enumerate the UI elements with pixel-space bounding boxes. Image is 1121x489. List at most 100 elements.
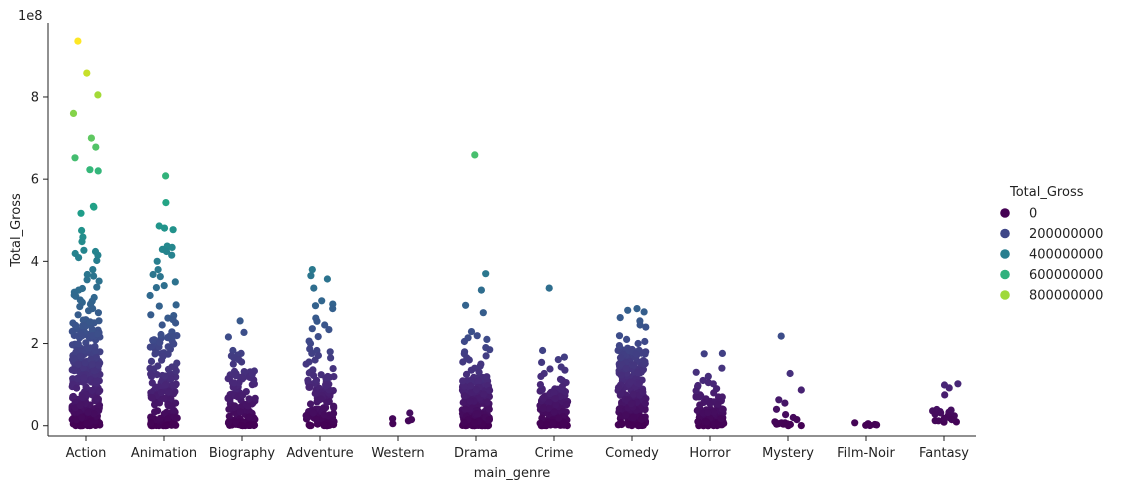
data-point-adventure [321,411,328,418]
data-point-biography [238,422,245,429]
data-point-adventure [313,318,320,325]
data-point-biography [249,371,256,378]
data-point-action [75,361,82,368]
data-point-animation [147,311,154,318]
data-point-action [71,154,78,161]
data-point-animation [148,358,155,365]
y-tick-label: 8 [31,90,39,105]
data-point-drama [483,352,490,359]
data-point-animation [149,395,156,402]
y-axis-label: Total_Gross [9,193,24,268]
data-point-animation [162,381,169,388]
data-point-animation [173,301,180,308]
data-point-animation [161,282,168,289]
data-point-animation [157,415,164,422]
y-offset-label: 1e8 [18,9,43,24]
data-point-biography [238,358,245,365]
data-point-comedy [617,354,624,361]
data-point-mystery [781,420,788,427]
data-point-mystery [771,418,778,425]
data-point-adventure [307,422,314,429]
data-point-horror [710,409,717,416]
data-point-biography [230,361,237,368]
x-tick-label: Crime [535,446,574,461]
data-point-crime [543,421,550,428]
data-point-drama [474,332,481,339]
data-point-adventure [320,421,327,428]
data-point-drama [467,382,474,389]
data-point-action [75,340,82,347]
data-point-comedy [617,314,624,321]
data-point-film-noir [873,421,880,428]
data-point-drama [475,378,482,385]
data-point-drama [483,336,490,343]
data-point-action [70,110,77,117]
legend-marker [1000,249,1010,259]
data-point-comedy [642,400,649,407]
data-point-action [88,387,95,394]
data-point-adventure [303,361,310,368]
data-point-drama [482,270,489,277]
data-point-biography [225,418,232,425]
data-point-comedy [627,378,634,385]
data-point-crime [560,420,567,427]
data-point-drama [474,410,481,417]
data-point-action [94,91,101,98]
data-point-adventure [303,412,310,419]
data-point-western [389,420,396,427]
data-point-adventure [330,410,337,417]
data-point-horror [706,400,713,407]
data-point-fantasy [941,415,948,422]
data-point-horror [710,389,717,396]
data-point-adventure [327,354,334,361]
data-point-adventure [309,266,316,273]
data-point-horror [703,418,710,425]
data-point-drama [486,416,493,423]
data-point-action [83,420,90,427]
data-point-action [93,257,100,264]
data-point-adventure [310,372,317,379]
data-point-animation [152,384,159,391]
data-point-drama [484,398,491,405]
data-point-drama [460,399,467,406]
data-point-animation [170,226,177,233]
data-point-comedy [622,411,629,418]
legend-marker [1000,208,1010,218]
data-point-crime [561,367,568,374]
data-point-drama [476,369,483,376]
data-point-drama [480,391,487,398]
data-point-action [95,362,102,369]
data-point-adventure [307,400,314,407]
data-point-comedy [618,421,625,428]
data-point-action [95,317,102,324]
data-point-comedy [630,414,637,421]
data-point-fantasy [932,411,939,418]
data-point-crime [559,383,566,390]
data-point-action [90,273,97,280]
data-point-drama [461,406,468,413]
data-point-drama [471,419,478,426]
data-point-animation [168,375,175,382]
data-point-comedy [634,369,641,376]
data-point-action [73,385,80,392]
data-point-animation [162,199,169,206]
data-point-adventure [312,390,319,397]
data-point-action [80,374,87,381]
x-tick-label: Biography [209,446,276,461]
data-point-biography [232,371,239,378]
y-ticks: 02468 [31,90,48,434]
data-point-drama [461,338,468,345]
data-point-mystery [778,333,785,340]
data-point-drama [486,387,493,394]
data-point-animation [172,382,179,389]
x-tick-label: Drama [454,446,498,461]
data-point-animation [172,278,179,285]
data-point-film-noir [866,422,873,429]
data-point-drama [467,398,474,405]
data-point-comedy [641,338,648,345]
data-point-action [93,284,100,291]
data-point-horror [696,401,703,408]
x-tick-label: Adventure [286,446,353,461]
data-point-adventure [325,374,332,381]
data-point-crime [540,405,547,412]
